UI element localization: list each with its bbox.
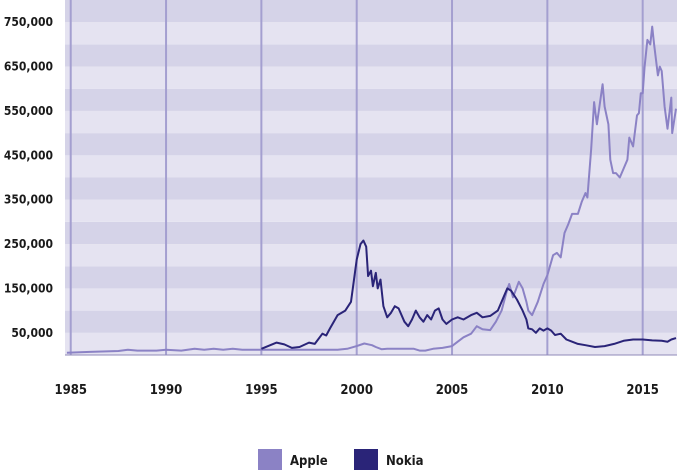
legend-swatch-nokia [354, 449, 378, 470]
grid-band [65, 199, 677, 222]
grid-band [65, 177, 677, 200]
y-tick-label: 750,000 [4, 15, 53, 29]
series-lines [66, 25, 677, 354]
plot-background-bands [65, 0, 677, 355]
legend-label-apple: Apple [290, 454, 328, 469]
series-line-nokia [261, 239, 677, 350]
x-tick-label: 1990 [150, 383, 183, 398]
grid-band [65, 133, 677, 156]
x-tick-label: 1985 [54, 383, 87, 398]
y-tick-label: 250,000 [4, 237, 53, 251]
y-tick-label: 450,000 [4, 148, 53, 162]
x-tick-label: 1995 [245, 383, 278, 398]
grid-band [65, 88, 677, 111]
series-line-apple [66, 25, 677, 354]
grid-band [65, 110, 677, 134]
legend: Apple Nokia [258, 449, 424, 470]
x-tick-label: 2005 [436, 383, 469, 398]
y-tick-label: 650,000 [4, 60, 53, 74]
y-tick-label: 50,000 [11, 326, 53, 340]
grid-band [65, 155, 677, 178]
y-tick-label: 350,000 [4, 193, 53, 207]
y-tick-label: 150,000 [4, 281, 53, 295]
grid-band [65, 22, 677, 45]
vertical-gridlines [69, 0, 644, 355]
grid-band [65, 0, 677, 23]
x-tick-label: 2000 [340, 383, 373, 398]
legend-label-nokia: Nokia [386, 454, 424, 469]
y-tick-label: 550,000 [4, 104, 53, 118]
grid-band [65, 221, 677, 245]
y-axis-tick-labels: 50,000 150,000 250,000 350,000 450,000 550,00… [4, 15, 53, 340]
x-tick-label: 2010 [531, 383, 564, 398]
grid-band [65, 332, 677, 355]
x-tick-label: 2015 [626, 383, 659, 398]
grid-band [65, 310, 677, 333]
grid-band [65, 244, 677, 267]
legend-swatch-apple [258, 449, 282, 470]
x-axis-tick-labels: 1985 1990 1995 2000 2005 2010 2015 [54, 383, 659, 398]
grid-band [65, 288, 677, 311]
grid-band [65, 66, 677, 89]
grid-band [65, 44, 677, 67]
